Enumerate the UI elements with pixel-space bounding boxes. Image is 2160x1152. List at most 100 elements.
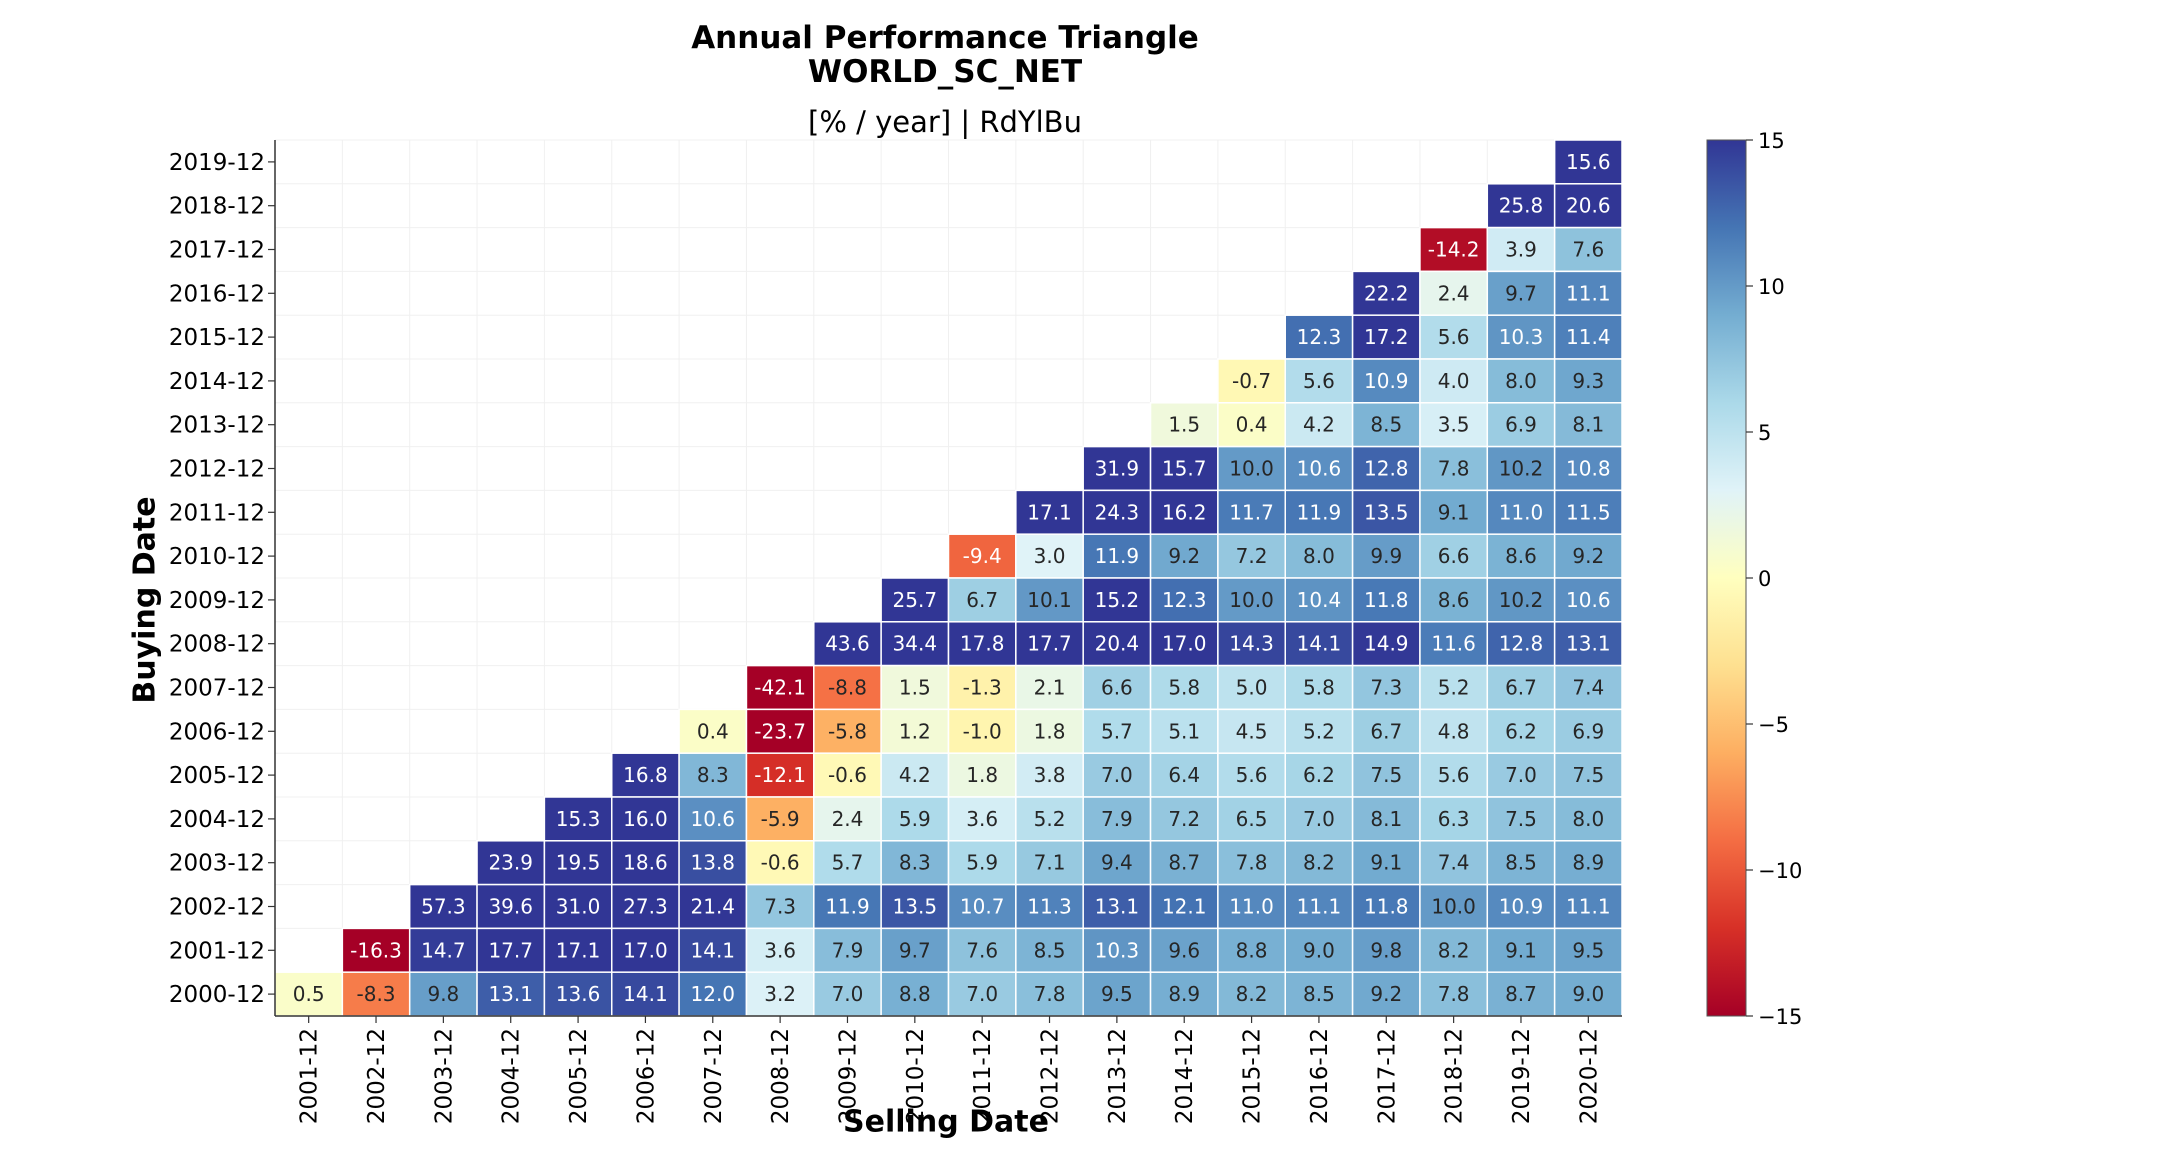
cell-value-label: 8.7 [1168,851,1200,875]
cell-value-label: 8.9 [1572,851,1604,875]
cell-value-label: 5.6 [1438,325,1470,349]
heatmap-cell [611,796,680,842]
y-tick-label: 2005-12 [169,763,265,789]
cell-value-label: 18.6 [623,851,668,875]
cell-value-label: 7.5 [1505,807,1537,831]
y-tick-label: 2002-12 [169,895,265,921]
cell-value-label: 11.4 [1566,325,1611,349]
cell-value-label: 19.5 [556,851,601,875]
heatmap-cell [1486,927,1556,973]
heatmap-cell [1553,139,1623,185]
heatmap-cell [1284,927,1354,973]
heatmap-cell [880,621,950,667]
cell-value-label: 9.7 [1505,281,1537,305]
colorbar-tick-label: 15 [1758,129,1785,153]
y-tick-label: 2012-12 [169,457,265,483]
cell-value-label: 10.3 [1499,325,1544,349]
cell-value-label: 23.9 [488,851,533,875]
heatmap-cell [611,840,680,886]
cell-value-label: 8.5 [1370,413,1402,437]
heatmap-cell [1217,752,1287,798]
cell-value-label: 10.6 [691,807,736,831]
cell-value-label: 31.0 [556,895,601,919]
cell-value-label: -5.9 [761,807,800,831]
cell-value-label: 10.1 [1027,588,1072,612]
cell-value-label: 7.0 [1101,763,1133,787]
heatmap-cell [611,883,680,930]
heatmap-cell [678,971,748,1017]
y-tick-label: 2010-12 [169,544,265,570]
cell-value-label: 5.0 [1236,676,1268,700]
heatmap-cell [745,664,815,711]
heatmap-cell [1553,927,1623,973]
cell-value-label: 17.7 [488,938,533,962]
cell-value-label: 13.6 [556,982,601,1006]
cell-value-label: -12.1 [754,763,806,787]
cell-value-label: 7.9 [832,938,864,962]
heatmap-cell [1217,883,1287,930]
heatmap-cell [1082,577,1152,623]
heatmap-cell [1486,314,1556,360]
heatmap-cell [745,927,815,973]
heatmap-cell [611,927,680,973]
x-tick-label: 2007-12 [701,1028,727,1124]
heatmap-cell [1284,445,1354,492]
cell-value-label: 6.5 [1236,807,1268,831]
cell-value-label: 6.7 [966,588,998,612]
cell-value-label: 11.8 [1364,895,1409,919]
cell-value-label: 9.2 [1168,544,1200,568]
cell-value-label: 7.4 [1572,676,1604,700]
x-tick-label: 2019-12 [1509,1028,1535,1124]
cell-value-label: 9.2 [1572,544,1604,568]
y-tick-label: 2018-12 [169,194,265,220]
heatmap-cell [1553,577,1623,623]
cell-value-label: 11.8 [1364,588,1409,612]
cell-value-label: 9.0 [1572,982,1604,1006]
heatmap-cell [1486,183,1556,229]
cell-value-label: 5.1 [1168,719,1200,743]
heatmap-cell [1217,708,1287,754]
heatmap-cell [1351,796,1421,842]
x-tick-label: 2012-12 [1038,1028,1064,1124]
cell-value-label: 5.7 [832,851,864,875]
y-tick-label: 2011-12 [169,500,265,526]
heatmap-cell [947,883,1017,930]
heatmap-cell [476,971,546,1017]
cell-value-label: 14.1 [691,938,736,962]
cell-value-label: 16.8 [623,763,668,787]
cell-value-label: 4.8 [1438,719,1470,743]
cell-value-label: 7.3 [1370,676,1402,700]
cell-value-label: 10.8 [1566,457,1611,481]
cell-value-label: -0.6 [761,851,800,875]
cell-value-label: 5.2 [1034,807,1066,831]
cell-value-label: 9.3 [1572,369,1604,393]
x-tick-label: 2001-12 [297,1028,323,1124]
heatmap-cell [1082,927,1152,973]
heatmap-cell [1015,664,1084,711]
cell-value-label: 1.5 [899,676,931,700]
x-tick-label: 2004-12 [499,1028,525,1124]
cell-value-label: 15.7 [1162,457,1207,481]
x-axis-label: Selling Date [843,1104,1049,1140]
cell-value-label: 4.2 [1303,413,1335,437]
cell-value-label: 5.2 [1438,676,1470,700]
cell-value-label: 10.7 [960,895,1005,919]
cell-value-label: 6.7 [1505,676,1537,700]
cell-value-label: 12.8 [1499,632,1544,656]
cell-value-label: 2.1 [1034,676,1066,700]
colorbar-tick-label: −10 [1758,859,1802,883]
cell-value-label: 7.3 [764,895,796,919]
cell-value-label: -1.3 [963,676,1002,700]
cell-value-label: 10.4 [1297,588,1342,612]
heatmap-cell [1553,358,1623,404]
heatmap-cell [947,840,1017,886]
heatmap-cell [813,927,882,973]
cell-value-label: 10.2 [1499,457,1544,481]
heatmap-cell [1351,358,1421,404]
heatmap-cell [1486,708,1556,754]
cell-value-label: 13.1 [1566,632,1611,656]
cell-value-label: 2.4 [1438,281,1470,305]
cell-value-label: 8.5 [1303,982,1335,1006]
cell-value-label: 15.3 [556,807,601,831]
cell-value-label: 6.6 [1101,676,1133,700]
